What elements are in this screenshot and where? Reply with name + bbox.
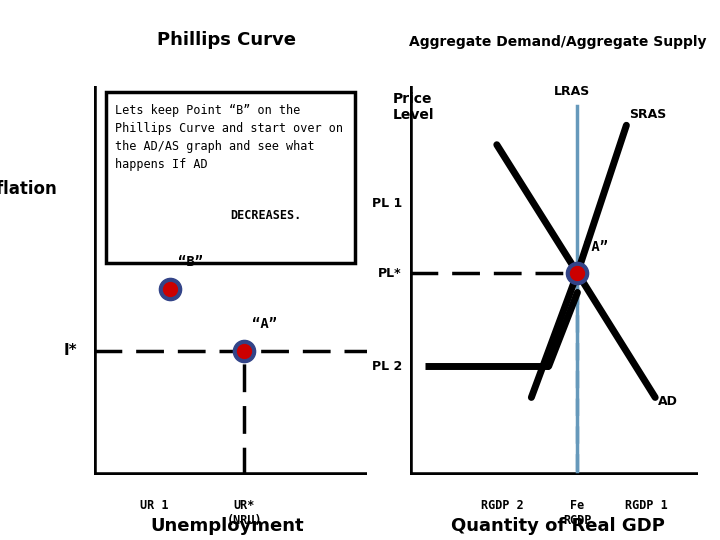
Text: Quantity of Real GDP: Quantity of Real GDP [451, 517, 665, 535]
Text: Unemployment: Unemployment [150, 517, 304, 535]
Text: Inflation: Inflation [0, 180, 58, 198]
Text: SRAS: SRAS [629, 109, 667, 122]
Text: DECREASES.: DECREASES. [230, 209, 302, 222]
Text: “A”: “A” [252, 318, 277, 332]
Text: Lets keep Point “B” on the
Phillips Curve and start over on
the AD/AS graph and : Lets keep Point “B” on the Phillips Curv… [115, 104, 343, 171]
Text: “B”: “B” [179, 255, 204, 269]
FancyBboxPatch shape [106, 92, 355, 264]
Text: AD: AD [658, 395, 678, 408]
Text: RGDP 1: RGDP 1 [625, 498, 668, 511]
Text: PL 1: PL 1 [372, 197, 402, 210]
Text: UR 1: UR 1 [140, 498, 168, 511]
Text: Fe
RGDP: Fe RGDP [563, 498, 592, 526]
Text: Phillips Curve: Phillips Curve [157, 31, 297, 49]
Text: UR*
(NRU): UR* (NRU) [226, 498, 262, 526]
Text: “A”: “A” [583, 240, 608, 254]
Text: Price
Level: Price Level [392, 92, 434, 122]
Text: RGDP 2: RGDP 2 [481, 498, 524, 511]
Text: PL*: PL* [378, 267, 402, 280]
Text: LRAS: LRAS [554, 85, 590, 98]
Text: I*: I* [63, 343, 77, 358]
Text: Aggregate Demand/Aggregate Supply: Aggregate Demand/Aggregate Supply [409, 35, 707, 49]
Text: PL 2: PL 2 [372, 360, 402, 373]
